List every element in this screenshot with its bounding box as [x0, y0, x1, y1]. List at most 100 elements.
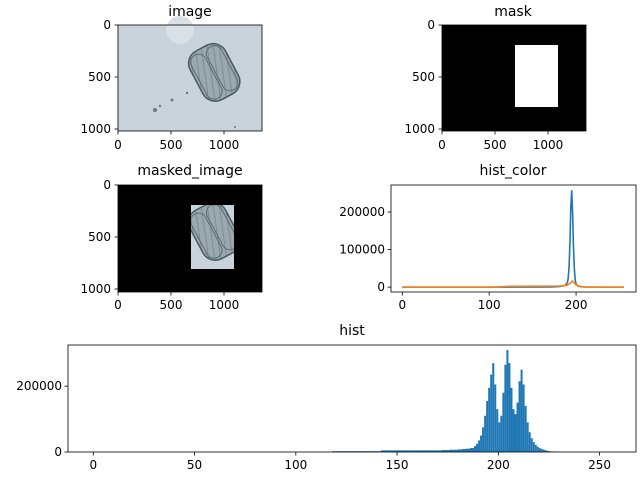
hist-bar: [524, 405, 527, 452]
hist-bar: [498, 422, 501, 452]
hist-bar: [380, 450, 385, 452]
mask-title: mask: [494, 4, 533, 20]
panel-image: image 0 500 1000 0 500 1000: [80, 4, 263, 152]
hist-color-x-axis: 0 100 200: [398, 292, 588, 312]
image-xtick: 1000: [209, 138, 240, 152]
hist-color-series: [402, 190, 624, 288]
hist-bar: [542, 449, 545, 452]
hist-bar: [492, 363, 495, 452]
hist-color-line-0: [402, 190, 624, 288]
hist-ytick: 0: [54, 445, 62, 459]
hist-bar: [476, 443, 479, 452]
hist-bar: [336, 451, 341, 452]
hist-y-axis: 0 200000: [16, 379, 68, 459]
hist-bar: [409, 450, 414, 452]
mask-xtick: 1000: [533, 138, 564, 152]
hist-bar: [522, 384, 525, 452]
hist-bar: [494, 384, 497, 452]
masked-image-y-axis: 0 500 1000: [80, 178, 118, 296]
hist-bar: [465, 448, 470, 452]
hist-bar: [461, 449, 466, 452]
hist-bar: [405, 450, 410, 452]
hist-bar: [397, 450, 402, 452]
image-xtick: 500: [160, 138, 183, 152]
hist-bar: [340, 451, 345, 452]
debris-particle: [185, 91, 189, 95]
hist-color-title: hist_color: [479, 163, 546, 179]
mask-ytick: 500: [412, 70, 435, 84]
hist-bar: [332, 451, 337, 452]
mask-x-axis: 0 500 1000: [438, 131, 563, 152]
hist-bar: [500, 415, 503, 452]
hist-bar: [433, 450, 438, 452]
masked-image-roi: [191, 205, 234, 269]
hist-frame: [67, 344, 637, 453]
mask-y-axis: 0 500 1000: [404, 18, 442, 136]
hist-color-ytick: 100000: [339, 243, 385, 257]
panel-hist-color: hist_color 0 100000 200000 0 100 200: [339, 163, 637, 312]
hist-bar: [469, 448, 474, 452]
hist-x-axis: 0 50 100 150 200 250: [89, 452, 611, 472]
hist-bar: [528, 432, 531, 452]
hist-xtick: 250: [588, 458, 611, 472]
hist-bar: [437, 450, 442, 452]
hist-bar: [401, 450, 406, 452]
hist-bar: [546, 450, 549, 452]
hist-bar: [376, 451, 381, 452]
hist-bar: [538, 448, 541, 452]
hist-bar: [526, 422, 529, 452]
panel-mask: mask 0 500 1000 0 500 1000: [404, 4, 587, 152]
hist-bars: [332, 349, 560, 452]
image-title: image: [168, 4, 212, 20]
mask-ytick: 0: [427, 18, 435, 32]
hist-bar: [474, 446, 477, 452]
hist-bar: [364, 451, 369, 452]
image-y-axis: 0 500 1000: [80, 18, 118, 136]
hist-xtick: 150: [386, 458, 409, 472]
hist-bar: [496, 409, 499, 452]
hist-xtick: 100: [284, 458, 307, 472]
hist-bar: [393, 450, 398, 452]
mask-background: [442, 25, 586, 131]
hist-bar: [372, 451, 377, 452]
image-frame: [117, 24, 263, 132]
hist-bar: [518, 381, 521, 452]
hist-bar: [488, 387, 491, 452]
image-glare: [166, 16, 194, 44]
debris-particle: [170, 98, 174, 102]
hist-bar: [510, 387, 513, 452]
hist-bar: [429, 450, 434, 452]
hist-color-frame: [390, 184, 637, 293]
hist-bar: [457, 449, 462, 452]
mask-ytick: 1000: [404, 122, 435, 136]
hist-bar: [540, 449, 543, 452]
hist-title: hist: [339, 323, 365, 339]
masked-image-ytick: 500: [88, 230, 111, 244]
masked-image-xtick: 500: [160, 298, 183, 312]
hist-bar: [441, 450, 446, 452]
panel-hist: hist 0 200000 0 50 100 150 200 250: [16, 323, 637, 472]
hist-color-ytick: 0: [377, 280, 385, 294]
hist-bar: [490, 374, 493, 452]
hist-bar: [478, 440, 481, 452]
panel-masked-image: masked_image 0 500 1000 0 500 1000: [80, 163, 263, 312]
masked-image-background: [118, 185, 262, 292]
hist-color-ytick: 200000: [339, 205, 385, 219]
hist-bar: [348, 451, 353, 452]
mask-xtick: 0: [438, 138, 446, 152]
hist-bar: [536, 446, 539, 452]
hist-color-xtick: 0: [398, 298, 406, 312]
hist-bar: [344, 451, 349, 452]
hist-bar: [421, 450, 426, 452]
hist-bar: [512, 409, 515, 452]
hist-color-xtick: 200: [565, 298, 588, 312]
hist-bar: [548, 451, 551, 452]
hist-xtick: 200: [487, 458, 510, 472]
masked-image-x-axis: 0 500 1000: [114, 292, 239, 312]
mask-xtick: 500: [484, 138, 507, 152]
masked-image-xtick: 0: [114, 298, 122, 312]
debris-particle: [153, 108, 157, 112]
hist-bar: [514, 414, 517, 452]
hist-color-xtick: 100: [478, 298, 501, 312]
image-background: [118, 25, 262, 131]
